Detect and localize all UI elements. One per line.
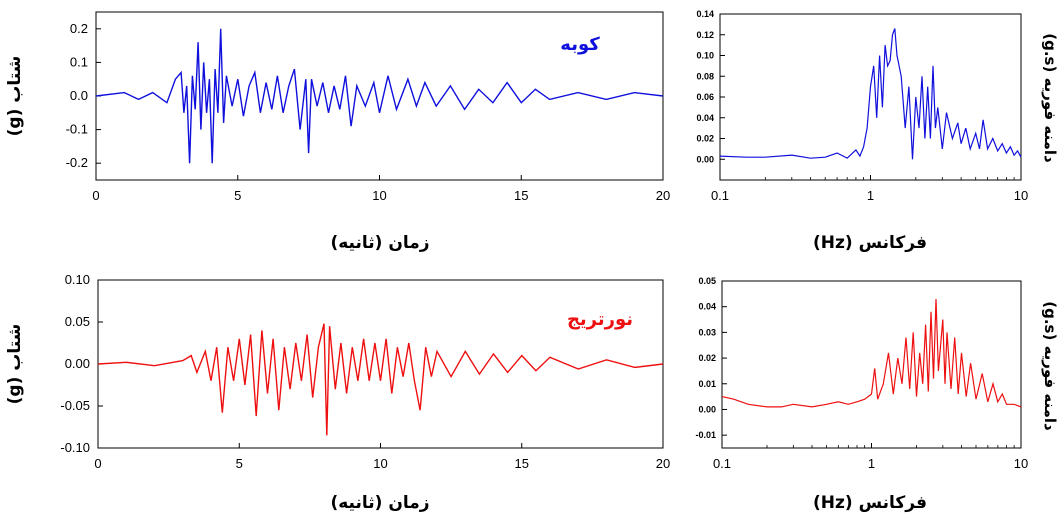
x-tick-label: 0 [94,456,101,471]
y-tick-label: -0.10 [60,440,90,455]
series-line [97,323,664,436]
y-tick-label: 0.1 [70,54,88,69]
tick-layer: 0.1 1 10 -0.01 0.00 0.01 0.02 0.03 0.04 0.05 [695,276,1028,471]
y-tick-label: 0.00 [698,404,716,414]
northridge-time-panel: 0 5 10 15 20 -0.10 -0.05 0.00 0.05 0.10 نورتریج ز… [5,272,670,513]
x-tick-label: 15 [515,456,529,471]
series-line [719,28,1022,160]
y-axis-label: دامنه فوریه (g.s) [1041,33,1057,163]
y-tick-label: 0.0 [70,88,88,103]
y-tick-label: 0.05 [698,276,716,286]
x-tick-label: 5 [236,456,243,471]
tick-layer: 0.1 1 10 0.00 0.02 0.04 0.06 0.08 0.10 0.12 0.14 [696,9,1028,203]
chart-title: نورتریج [567,309,633,330]
y-tick-label: -0.1 [66,122,88,137]
y-tick-label: 0.02 [698,353,716,363]
kobe-time-panel: 0 5 10 15 20 -0.2 -0.1 0.0 0.1 0.2 کوبه زمان (ثان… [5,11,671,253]
y-tick-label: 0.08 [696,71,714,81]
tick-layer: 0 5 10 15 20 -0.2 -0.1 0.0 0.1 0.2 [66,21,671,203]
x-tick-label: 15 [514,188,528,203]
x-tick-label: 10 [1014,456,1028,471]
northridge-fourier-panel: 0.1 1 10 -0.01 0.00 0.01 0.02 0.03 0.04 0.05 فرکا… [695,276,1057,513]
y-axis-label: شتاب (g) [5,56,25,137]
chart-title: کوبه [560,34,600,55]
y-tick-label: 0.01 [698,379,716,389]
plot-frame [719,13,1022,181]
x-tick-label: 20 [656,456,670,471]
y-axis-label: دامنه فوریه (g.s) [1041,301,1057,431]
x-axis-label: فرکانس (Hz) [813,493,927,513]
x-tick-label: 1 [867,188,874,203]
y-tick-label: 0.02 [696,134,714,144]
y-tick-label: 0.00 [65,356,90,371]
y-tick-label: 0.06 [696,92,714,102]
y-tick-label: 0.10 [696,51,714,61]
x-tick-label: 1 [868,456,875,471]
x-axis-label: فرکانس (Hz) [813,233,927,253]
y-tick-label: -0.01 [695,430,716,440]
y-tick-label: -0.2 [66,155,88,170]
x-tick-label: 0.1 [711,188,729,203]
x-tick-label: 10 [373,456,387,471]
y-tick-label: 0.05 [65,314,90,329]
x-axis-label: زمان (ثانیه) [330,233,429,253]
x-tick-label: 10 [1014,188,1028,203]
x-axis-label: زمان (ثانیه) [330,493,429,513]
y-tick-label: 0.03 [698,327,716,337]
y-tick-label: 0.10 [65,272,90,287]
tick-layer: 0 5 10 15 20 -0.10 -0.05 0.00 0.05 0.10 [60,272,670,471]
plot-frame [721,280,1022,449]
kobe-fourier-panel: 0.1 1 10 0.00 0.02 0.04 0.06 0.08 0.10 0.12 0.14 ف… [696,9,1057,253]
x-tick-label: 0 [92,188,99,203]
y-tick-label: 0.14 [696,9,714,19]
x-tick-label: 20 [656,188,670,203]
x-tick-label: 5 [234,188,241,203]
y-tick-label: 0.04 [698,302,716,312]
y-tick-label: 0.12 [696,30,714,40]
y-axis-label: شتاب (g) [5,324,25,405]
series-line [721,298,1022,408]
plot-frame [97,279,664,449]
y-tick-label: 0.2 [70,21,88,36]
y-tick-label: 0.00 [696,154,714,164]
y-tick-label: -0.05 [60,398,90,413]
x-tick-label: 10 [372,188,386,203]
series-line [95,28,664,164]
y-tick-label: 0.04 [696,113,714,123]
x-tick-label: 0.1 [713,456,731,471]
